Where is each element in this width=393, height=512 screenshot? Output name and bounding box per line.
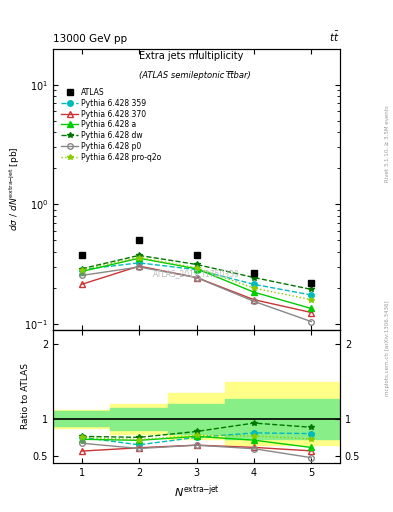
Pythia 6.428 p0 xyxy=(194,274,199,281)
Line: ATLAS: ATLAS xyxy=(78,237,315,287)
Pythia 6.428 a xyxy=(252,289,256,295)
Pythia 6.428 a xyxy=(137,255,141,261)
Pythia 6.428 p0 xyxy=(79,272,84,279)
Pythia 6.428 a xyxy=(79,268,84,274)
Y-axis label: Ratio to ATLAS: Ratio to ATLAS xyxy=(21,364,30,430)
Pythia 6.428 359 xyxy=(309,292,314,298)
Pythia 6.428 370 xyxy=(309,309,314,315)
X-axis label: $N^{\mathrm{extra\!\!-\!\!jet}}$: $N^{\mathrm{extra\!\!-\!\!jet}}$ xyxy=(174,484,219,500)
Line: Pythia 6.428 dw: Pythia 6.428 dw xyxy=(79,252,314,292)
Line: Pythia 6.428 a: Pythia 6.428 a xyxy=(79,255,314,311)
Pythia 6.428 370 xyxy=(194,274,199,281)
Pythia 6.428 dw xyxy=(252,274,256,281)
Text: mcplots.cern.ch [arXiv:1306.3436]: mcplots.cern.ch [arXiv:1306.3436] xyxy=(385,301,389,396)
Pythia 6.428 a xyxy=(194,266,199,272)
Pythia 6.428 dw xyxy=(137,252,141,259)
Text: Rivet 3.1.10, ≥ 3.5M events: Rivet 3.1.10, ≥ 3.5M events xyxy=(385,105,389,182)
Pythia 6.428 370 xyxy=(79,281,84,287)
Pythia 6.428 359 xyxy=(79,267,84,273)
Pythia 6.428 370 xyxy=(137,263,141,269)
ATLAS xyxy=(194,251,199,258)
Pythia 6.428 p0 xyxy=(137,264,141,270)
Line: Pythia 6.428 359: Pythia 6.428 359 xyxy=(79,260,314,298)
Pythia 6.428 pro-q2o xyxy=(137,254,141,261)
Pythia 6.428 pro-q2o xyxy=(194,265,199,271)
Pythia 6.428 a xyxy=(309,306,314,312)
Pythia 6.428 359 xyxy=(137,260,141,266)
ATLAS xyxy=(309,280,314,286)
Pythia 6.428 359 xyxy=(194,267,199,273)
Text: ATLAS_2019_I1750330: ATLAS_2019_I1750330 xyxy=(153,269,240,278)
Pythia 6.428 p0 xyxy=(252,298,256,305)
Text: $t\bar{t}$: $t\bar{t}$ xyxy=(329,29,340,44)
Pythia 6.428 pro-q2o xyxy=(79,267,84,273)
Line: Pythia 6.428 370: Pythia 6.428 370 xyxy=(79,263,314,315)
Pythia 6.428 dw xyxy=(309,286,314,292)
Text: 13000 GeV pp: 13000 GeV pp xyxy=(53,33,127,44)
Line: Pythia 6.428 p0: Pythia 6.428 p0 xyxy=(79,264,314,324)
Line: Pythia 6.428 pro-q2o: Pythia 6.428 pro-q2o xyxy=(79,255,314,303)
ATLAS xyxy=(79,251,84,258)
Legend: ATLAS, Pythia 6.428 359, Pythia 6.428 370, Pythia 6.428 a, Pythia 6.428 dw, Pyth: ATLAS, Pythia 6.428 359, Pythia 6.428 37… xyxy=(60,86,163,164)
Text: (ATLAS semileptonic t̅t̅bar): (ATLAS semileptonic t̅t̅bar) xyxy=(139,71,251,80)
Pythia 6.428 pro-q2o xyxy=(252,285,256,291)
Pythia 6.428 pro-q2o xyxy=(309,296,314,303)
Pythia 6.428 dw xyxy=(194,261,199,267)
ATLAS xyxy=(137,238,141,244)
Pythia 6.428 dw xyxy=(79,266,84,272)
Y-axis label: $d\sigma\ /\ dN^{\mathrm{extra\!\!-\!\!jet}}\ [\mathrm{pb}]$: $d\sigma\ /\ dN^{\mathrm{extra\!\!-\!\!j… xyxy=(7,147,22,231)
ATLAS xyxy=(252,270,256,276)
Text: Extra jets multiplicity: Extra jets multiplicity xyxy=(139,51,244,61)
Pythia 6.428 p0 xyxy=(309,318,314,325)
Pythia 6.428 370 xyxy=(252,296,256,303)
Pythia 6.428 359 xyxy=(252,281,256,287)
